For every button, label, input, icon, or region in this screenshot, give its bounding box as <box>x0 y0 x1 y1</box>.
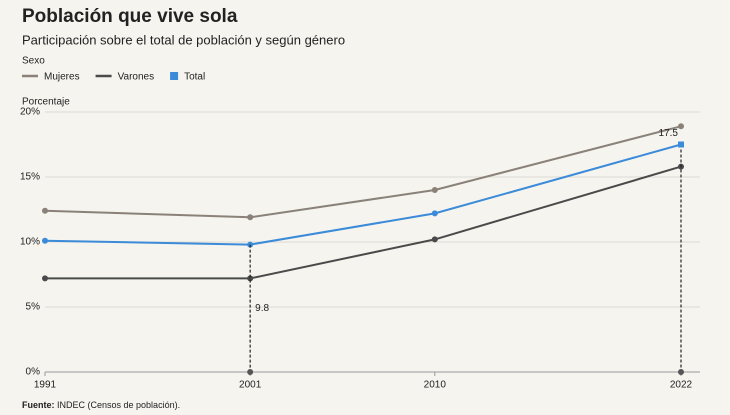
highlight-dot <box>247 369 254 375</box>
source-label: Fuente: <box>22 400 55 410</box>
y-tick-label: 10% <box>20 237 40 248</box>
y-axis-label: Porcentaje <box>22 97 70 108</box>
highlight-marker <box>678 141 684 148</box>
series-line <box>45 165 682 280</box>
legend-label: Mujeres <box>44 72 80 83</box>
data-point <box>431 187 438 193</box>
x-tick-label: 2010 <box>424 380 447 391</box>
source-text: INDEC (Censos de población). <box>57 400 180 410</box>
data-point <box>431 210 438 217</box>
y-tick-label: 20% <box>20 107 40 118</box>
x-tick-label: 2001 <box>239 380 262 391</box>
legend-label: Varones <box>118 72 155 83</box>
data-point <box>42 207 48 214</box>
series-line <box>44 143 682 246</box>
data-point <box>247 214 254 221</box>
data-point <box>42 275 48 282</box>
legend-title: Sexo <box>22 56 45 67</box>
legend-label: Total <box>184 72 205 83</box>
chart-title: Población que vive sola <box>22 6 238 27</box>
data-label: 17.5 <box>659 128 679 139</box>
x-tick-label: 2022 <box>670 380 693 391</box>
source: Fuente: INDEC (Censos de población). <box>22 400 180 410</box>
data-point <box>42 237 48 244</box>
series-line <box>44 125 682 219</box>
x-tick-label: 1991 <box>34 380 57 391</box>
data-point <box>247 275 254 282</box>
highlight-dot <box>678 369 684 375</box>
y-tick-label: 15% <box>20 172 40 183</box>
y-tick-label: 0% <box>26 367 41 378</box>
legend-symbol <box>170 72 179 80</box>
y-tick-label: 5% <box>26 302 41 313</box>
data-label: 9.8 <box>255 303 269 314</box>
chart-subtitle: Participación sobre el total de població… <box>22 32 345 47</box>
data-point <box>431 236 438 243</box>
data-point <box>678 123 684 130</box>
